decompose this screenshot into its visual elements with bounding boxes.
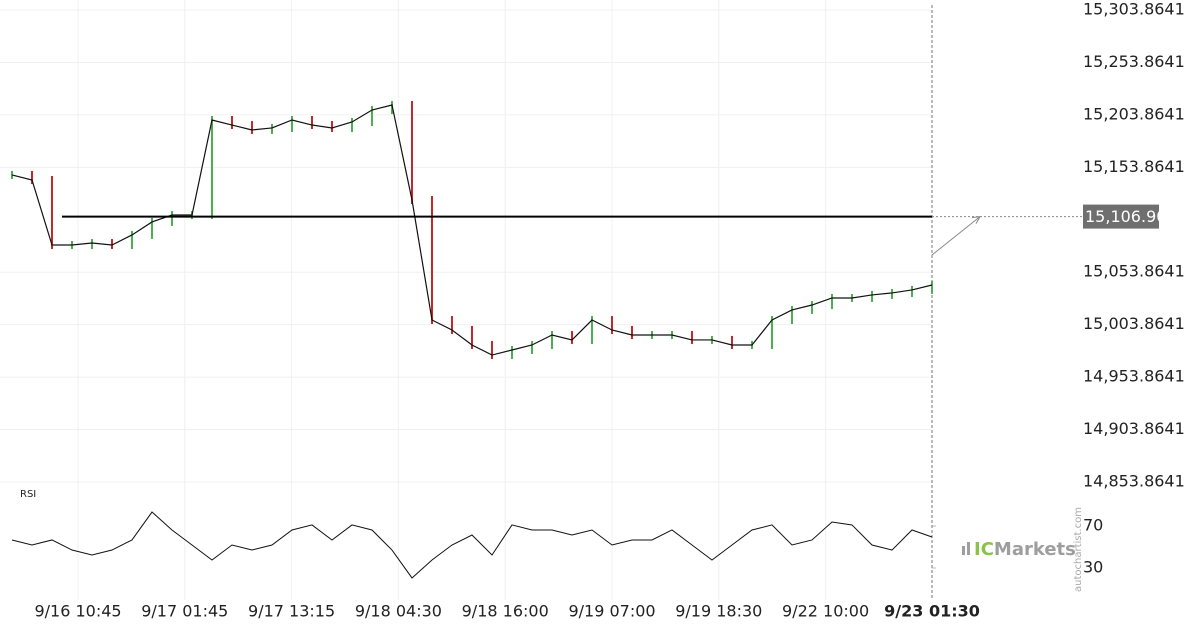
y-tick-label: 15,253.8641	[1083, 52, 1185, 71]
logo-name: Markets	[994, 539, 1076, 560]
x-tick-label: 9/17 13:15	[248, 602, 335, 621]
watermark: autochartist.com	[1073, 507, 1084, 592]
level-label: 15,106.9004	[1085, 207, 1187, 226]
rsi-tick-label: 30	[1083, 558, 1103, 577]
y-tick-label: 15,153.8641	[1083, 157, 1185, 176]
price-bar	[791, 305, 793, 325]
projection-arrow	[931, 216, 981, 256]
price-bar	[411, 100, 413, 205]
price-bar	[171, 211, 173, 226]
price-bar	[131, 230, 133, 250]
price-bar	[31, 170, 33, 184]
x-tick-label: 9/22 10:00	[782, 602, 869, 621]
x-tick-label: 9/16 10:45	[34, 602, 121, 621]
logo-bar	[962, 546, 965, 555]
price-bar	[831, 293, 833, 310]
price-bar	[471, 325, 473, 349]
x-tick-label: 9/19 07:00	[568, 602, 655, 621]
price-bar	[371, 106, 373, 126]
price-bar	[231, 115, 233, 130]
y-tick-label: 15,053.8641	[1083, 262, 1185, 281]
price-bar	[351, 117, 353, 132]
rsi-label: RSI	[20, 489, 36, 500]
price-bar	[891, 288, 893, 299]
rsi-tick-label: 70	[1083, 516, 1103, 535]
price-bar	[291, 115, 293, 132]
price-bar	[111, 239, 113, 250]
price-bar	[151, 217, 153, 239]
price-line	[11, 104, 933, 356]
rsi-line	[11, 511, 933, 579]
x-tick-label: 9/18 16:00	[462, 602, 549, 621]
price-bar	[451, 316, 453, 334]
arrow-head	[971, 215, 981, 224]
price-bar	[731, 335, 733, 349]
price-bar	[551, 331, 553, 349]
y-tick-label: 14,903.8641	[1083, 419, 1185, 438]
y-tick-label: 14,853.8641	[1083, 472, 1185, 491]
price-bar	[871, 290, 873, 302]
price-bar	[771, 316, 773, 349]
price-bar	[931, 280, 933, 294]
price-bar	[251, 121, 253, 134]
price-bar	[571, 331, 573, 344]
price-bar	[211, 115, 213, 220]
logo-prefix: IC	[974, 539, 994, 560]
price-bar	[511, 346, 513, 360]
logo: ICMarkets	[962, 539, 1076, 560]
price-bar	[631, 325, 633, 340]
price-bar	[51, 175, 53, 250]
price-bar	[91, 239, 93, 250]
y-tick-label: 14,953.8641	[1083, 367, 1185, 386]
x-tick-label: 9/17 01:45	[141, 602, 228, 621]
x-tick-label: 9/18 04:30	[355, 602, 442, 621]
x-tick-label: 9/19 18:30	[675, 602, 762, 621]
price-bar	[811, 301, 813, 314]
y-tick-label: 15,003.8641	[1083, 314, 1185, 333]
level-label-box	[1083, 204, 1159, 229]
price-bar	[691, 331, 693, 344]
price-bar	[591, 316, 593, 344]
price-bar	[431, 196, 433, 325]
price-bar	[611, 316, 613, 334]
y-tick-label: 15,303.8641	[1083, 0, 1185, 19]
y-tick-label: 15,203.8641	[1083, 104, 1185, 123]
logo-bar	[967, 542, 970, 555]
price-bar	[491, 340, 493, 360]
price-bar	[271, 123, 273, 134]
price-bar	[911, 285, 913, 297]
price-bar	[311, 115, 313, 130]
price-bar	[531, 340, 533, 355]
logo-text: ICMarkets	[974, 539, 1076, 560]
x-tick-label: 9/23 01:30	[884, 602, 980, 621]
price-bar	[331, 121, 333, 132]
